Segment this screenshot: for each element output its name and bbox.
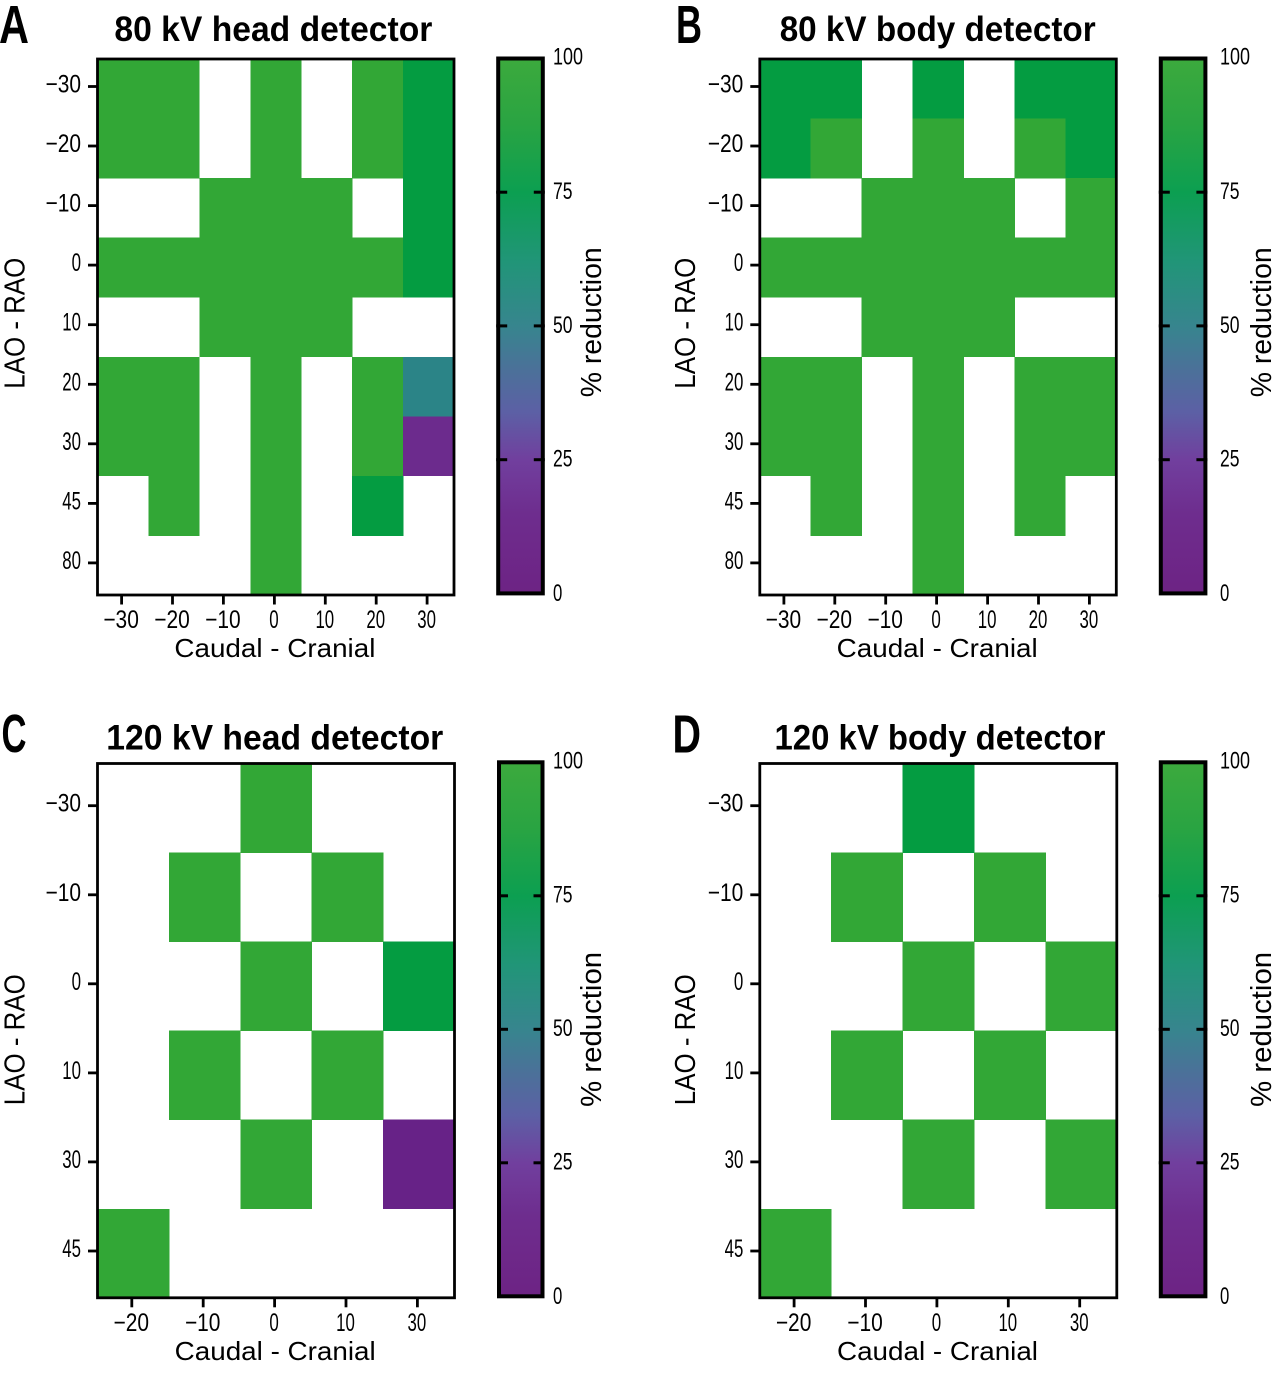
- svg-text:30: 30: [408, 1309, 427, 1337]
- svg-text:−30: −30: [46, 790, 82, 818]
- svg-text:−10: −10: [46, 190, 82, 218]
- svg-text:−30: −30: [46, 71, 82, 99]
- svg-text:−10: −10: [847, 1309, 883, 1337]
- svg-text:% reduction: % reduction: [576, 247, 608, 397]
- svg-text:75: 75: [553, 178, 573, 205]
- svg-text:0: 0: [553, 1283, 562, 1310]
- svg-text:75: 75: [1220, 882, 1240, 909]
- svg-text:−20: −20: [817, 606, 853, 634]
- svg-text:25: 25: [553, 1149, 573, 1176]
- svg-text:0: 0: [734, 968, 743, 996]
- svg-text:50: 50: [553, 1015, 573, 1042]
- svg-text:−10: −10: [46, 879, 82, 907]
- svg-text:−30: −30: [766, 606, 802, 634]
- svg-text:0: 0: [72, 968, 81, 996]
- svg-text:10: 10: [725, 309, 744, 337]
- svg-text:−20: −20: [776, 1309, 812, 1337]
- svg-text:−20: −20: [708, 130, 744, 158]
- svg-text:10: 10: [315, 606, 334, 634]
- svg-text:20: 20: [62, 368, 81, 396]
- svg-text:80 kV body detector: 80 kV body detector: [780, 10, 1096, 49]
- svg-text:0: 0: [734, 249, 743, 277]
- svg-text:Caudal - Cranial: Caudal - Cranial: [837, 633, 1038, 663]
- svg-text:30: 30: [725, 428, 744, 456]
- svg-text:% reduction: % reduction: [1246, 952, 1277, 1107]
- svg-text:30: 30: [62, 428, 81, 456]
- svg-text:0: 0: [932, 1309, 941, 1337]
- svg-text:0: 0: [931, 606, 940, 634]
- svg-text:−10: −10: [708, 879, 744, 907]
- svg-text:100: 100: [553, 44, 583, 71]
- svg-text:10: 10: [336, 1309, 355, 1337]
- svg-text:0: 0: [269, 1309, 278, 1337]
- svg-text:−30: −30: [708, 71, 744, 99]
- svg-text:75: 75: [1220, 178, 1240, 205]
- svg-text:−20: −20: [46, 130, 82, 158]
- svg-text:−10: −10: [708, 190, 744, 218]
- svg-text:45: 45: [725, 487, 744, 515]
- svg-text:45: 45: [725, 1235, 744, 1263]
- svg-text:B: B: [676, 0, 702, 55]
- svg-text:30: 30: [1070, 1309, 1089, 1337]
- svg-text:80 kV head detector: 80 kV head detector: [114, 10, 432, 49]
- svg-text:100: 100: [553, 748, 583, 775]
- svg-text:50: 50: [1220, 1015, 1240, 1042]
- svg-text:30: 30: [1080, 606, 1099, 634]
- svg-text:0: 0: [1220, 580, 1229, 607]
- svg-text:10: 10: [998, 1309, 1017, 1337]
- svg-text:30: 30: [62, 1146, 81, 1174]
- svg-text:20: 20: [366, 606, 385, 634]
- svg-text:10: 10: [725, 1057, 744, 1085]
- svg-text:10: 10: [978, 606, 997, 634]
- svg-text:LAO - RAO: LAO - RAO: [0, 974, 32, 1105]
- svg-text:Caudal - Cranial: Caudal - Cranial: [175, 1336, 376, 1366]
- svg-text:20: 20: [725, 368, 744, 396]
- svg-text:−10: −10: [205, 606, 241, 634]
- svg-text:75: 75: [553, 882, 573, 909]
- svg-text:Caudal - Cranial: Caudal - Cranial: [174, 633, 375, 663]
- svg-text:0: 0: [269, 606, 278, 634]
- svg-text:100: 100: [1220, 44, 1250, 71]
- svg-text:120 kV body detector: 120 kV body detector: [775, 719, 1106, 758]
- svg-text:20: 20: [1029, 606, 1048, 634]
- svg-text:Caudal - Cranial: Caudal - Cranial: [837, 1336, 1038, 1366]
- svg-text:D: D: [673, 704, 702, 764]
- svg-text:0: 0: [553, 580, 562, 607]
- svg-text:10: 10: [62, 309, 81, 337]
- svg-text:10: 10: [62, 1057, 81, 1085]
- svg-text:LAO - RAO: LAO - RAO: [670, 974, 702, 1105]
- svg-text:−30: −30: [708, 790, 744, 818]
- svg-text:80: 80: [62, 547, 81, 575]
- svg-text:50: 50: [553, 312, 573, 339]
- svg-text:100: 100: [1220, 748, 1250, 775]
- svg-text:30: 30: [417, 606, 436, 634]
- svg-text:45: 45: [62, 487, 81, 515]
- svg-text:−10: −10: [185, 1309, 221, 1337]
- svg-text:25: 25: [1220, 446, 1240, 473]
- svg-text:25: 25: [553, 446, 573, 473]
- svg-text:−30: −30: [103, 606, 139, 634]
- svg-text:−10: −10: [867, 606, 903, 634]
- svg-text:−20: −20: [114, 1309, 150, 1337]
- svg-text:120 kV head detector: 120 kV head detector: [106, 719, 443, 758]
- svg-text:A: A: [0, 0, 29, 55]
- svg-text:LAO - RAO: LAO - RAO: [670, 258, 702, 389]
- svg-text:C: C: [2, 704, 27, 764]
- svg-text:25: 25: [1220, 1149, 1240, 1176]
- svg-text:30: 30: [725, 1146, 744, 1174]
- svg-text:0: 0: [1220, 1283, 1229, 1310]
- svg-text:% reduction: % reduction: [1246, 247, 1277, 397]
- svg-text:80: 80: [725, 547, 744, 575]
- svg-text:45: 45: [62, 1235, 81, 1263]
- svg-text:% reduction: % reduction: [576, 952, 608, 1107]
- svg-text:0: 0: [72, 249, 81, 277]
- svg-text:LAO - RAO: LAO - RAO: [0, 258, 32, 389]
- svg-text:−20: −20: [154, 606, 190, 634]
- svg-text:50: 50: [1220, 312, 1240, 339]
